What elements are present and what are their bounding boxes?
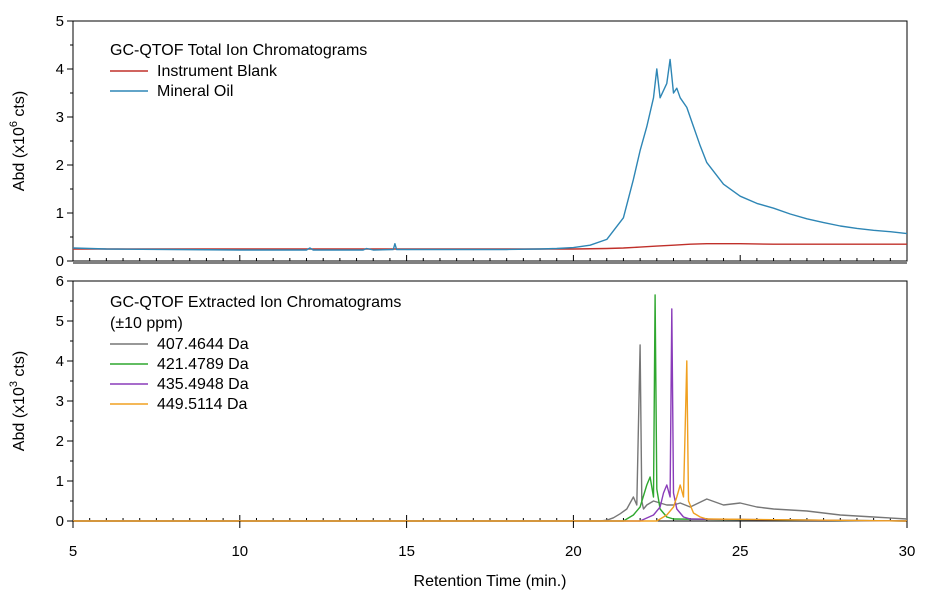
legend-entry-1: 421.4789 Da [157,356,249,373]
x-tick-label: 25 [732,543,749,560]
legend-subtitle: (±10 ppm) [110,315,183,332]
legend-entry-0: Instrument Blank [157,63,278,80]
legend-title: GC-QTOF Total Ion Chromatograms [110,42,367,59]
y-tick-label: 5 [56,13,64,30]
legend-entry-0: 407.4644 Da [157,336,249,353]
y-tick-label: 1 [56,205,64,222]
y-tick-label: 0 [56,513,64,530]
y-axis-title: Abd (x106 cts) [8,91,28,191]
y-tick-label: 4 [56,353,64,370]
y-tick-label: 3 [56,109,64,126]
series-line-0 [73,344,908,522]
y-tick-label: 4 [56,61,64,78]
x-axis-title: Retention Time (min.) [414,573,567,590]
series-line-3 [73,360,908,522]
legend-entry-2: 435.4948 Da [157,376,249,393]
total-ion-chromatogram-panel: 0 1 2 3 4 5 Abd (x106 cts) GC-QTOF Total Ion Ch… [8,13,908,270]
y-tick-label: 3 [56,393,64,410]
y-tick-label: 1 [56,473,64,490]
series-line-1 [72,58,908,251]
y-axis-title: Abd (x103 cts) [8,351,28,451]
x-tick-label: 15 [398,543,415,560]
series-line-2 [73,308,908,522]
series-line-1 [73,294,908,522]
x-tick-label: 20 [565,543,582,560]
y-tick-label: 5 [56,313,64,330]
y-tick-label: 6 [56,273,64,290]
retention-time-axis: 5 10 15 20 25 30 [69,521,916,560]
series-line-0 [73,243,907,250]
x-tick-label: 30 [899,543,916,560]
x-tick-label: 5 [69,543,77,560]
legend-entry-3: 449.5114 Da [157,396,248,413]
extracted-ion-chromatogram-panel: 0 1 2 3 4 5 6 Abd (x103 cts) GC-QTOF Extracted I… [8,273,908,530]
legend-title: GC-QTOF Extracted Ion Chromatograms [110,294,401,311]
y-tick-label: 2 [56,157,64,174]
y-tick-label: 2 [56,433,64,450]
legend-entry-1: Mineral Oil [157,83,233,100]
y-tick-label: 0 [56,253,64,270]
x-tick-label: 10 [231,543,248,560]
